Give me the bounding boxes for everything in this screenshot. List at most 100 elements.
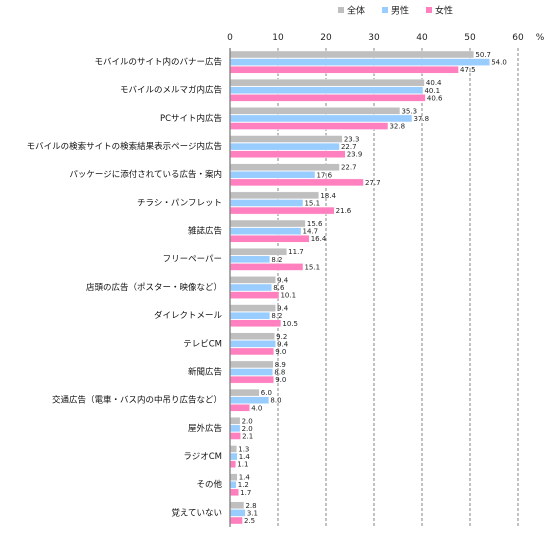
data-label: 1.4 bbox=[239, 474, 251, 482]
data-label: 22.7 bbox=[341, 164, 357, 172]
category-label: モバイルの検索サイトの検索結果表示ページ内広告 bbox=[27, 141, 222, 152]
data-label: 15.6 bbox=[307, 220, 323, 228]
bar bbox=[230, 388, 260, 397]
data-label: 23.9 bbox=[347, 151, 363, 159]
category-label: ラジオCM bbox=[183, 452, 222, 462]
data-label: 1.7 bbox=[240, 489, 251, 497]
bar bbox=[230, 481, 237, 489]
data-label: 8.6 bbox=[273, 284, 285, 292]
data-label: 1.3 bbox=[238, 445, 249, 453]
bar bbox=[230, 276, 276, 284]
bar bbox=[230, 178, 364, 187]
data-label: 8.8 bbox=[274, 369, 285, 377]
data-label: 22.7 bbox=[341, 143, 357, 151]
data-label: 9.4 bbox=[277, 276, 289, 284]
legend-label: 男性 bbox=[391, 5, 409, 17]
bar bbox=[230, 263, 304, 271]
bar bbox=[230, 219, 306, 228]
bar bbox=[230, 86, 424, 94]
bar bbox=[230, 340, 276, 348]
data-label: 2.0 bbox=[242, 417, 253, 425]
data-label: 1.1 bbox=[237, 461, 248, 469]
category-label: パッケージに添付されている広告・案内 bbox=[69, 169, 222, 180]
x-tick-label: 20 bbox=[320, 33, 332, 43]
category-label: PCサイト内広告 bbox=[160, 113, 222, 124]
bar bbox=[230, 516, 243, 525]
data-label: 40.6 bbox=[427, 94, 443, 102]
bar bbox=[230, 50, 475, 59]
data-label: 14.7 bbox=[303, 228, 319, 236]
x-tick-label: 50 bbox=[464, 33, 476, 43]
category-label: チラシ・パンフレット bbox=[137, 198, 222, 208]
data-label: 9.0 bbox=[275, 348, 286, 356]
data-label: 23.3 bbox=[344, 136, 360, 144]
bar bbox=[230, 375, 274, 384]
bar bbox=[230, 135, 343, 143]
bar bbox=[230, 248, 287, 256]
bar bbox=[230, 473, 238, 481]
unit-label: % bbox=[536, 33, 545, 43]
data-label: 15.1 bbox=[304, 199, 320, 207]
data-label: 27.7 bbox=[365, 179, 381, 187]
category-label: 店頭の広告（ポスター・映像など） bbox=[86, 282, 222, 293]
data-label: 9.4 bbox=[277, 305, 289, 313]
bar bbox=[230, 460, 236, 468]
data-label: 2.1 bbox=[242, 432, 253, 440]
bar bbox=[230, 171, 316, 179]
data-label: 40.1 bbox=[424, 87, 440, 95]
bar bbox=[230, 501, 245, 510]
bar bbox=[230, 396, 270, 404]
bar bbox=[230, 107, 401, 115]
category-label: 屋外広告 bbox=[188, 423, 222, 434]
category-label: 雑誌広告 bbox=[188, 226, 222, 237]
bar bbox=[230, 368, 273, 376]
legend-label: 全体 bbox=[347, 5, 365, 17]
category-label: その他 bbox=[196, 479, 222, 490]
category-label: ダイレクトメール bbox=[154, 310, 223, 321]
bar bbox=[230, 78, 425, 87]
bar bbox=[230, 191, 320, 200]
data-label: 21.6 bbox=[336, 207, 352, 215]
category-label: モバイルのサイト内のバナー広告 bbox=[94, 56, 222, 67]
bar bbox=[230, 432, 241, 440]
data-label: 4.0 bbox=[251, 404, 262, 412]
bar bbox=[230, 65, 459, 74]
legend-swatch bbox=[382, 7, 388, 13]
category-label: 交通広告（電車・バス内の中吊り広告など） bbox=[52, 395, 222, 406]
bar bbox=[230, 199, 304, 207]
bar bbox=[230, 163, 340, 171]
data-label: 3.1 bbox=[247, 509, 258, 517]
data-label: 2.8 bbox=[245, 502, 256, 510]
data-label: 18.4 bbox=[320, 192, 336, 200]
data-label: 15.1 bbox=[304, 263, 320, 271]
data-label: 6.0 bbox=[261, 389, 272, 397]
bar bbox=[230, 94, 426, 102]
bar bbox=[230, 452, 238, 461]
legend-swatch bbox=[338, 7, 344, 13]
bar bbox=[230, 319, 282, 327]
bar bbox=[230, 142, 340, 151]
data-label: 16.4 bbox=[311, 235, 327, 243]
bar bbox=[230, 58, 490, 66]
legend-label: 女性 bbox=[435, 5, 453, 17]
x-tick-label: 60 bbox=[512, 33, 524, 43]
category-label: 新聞広告 bbox=[188, 366, 222, 377]
category-label: フリーペーパー bbox=[163, 255, 222, 265]
x-tick-label: 0 bbox=[227, 33, 233, 43]
bar bbox=[230, 283, 272, 292]
data-label: 17.6 bbox=[316, 171, 332, 179]
bar bbox=[230, 114, 413, 123]
bars: 50.754.0 47.5 40.440.140.6 35.337.8 32.8 23.3… bbox=[230, 50, 507, 525]
data-label: 8.0 bbox=[270, 397, 281, 405]
category-label: 覚えていない bbox=[171, 507, 222, 518]
bar bbox=[230, 206, 335, 215]
category-label: テレビCM bbox=[183, 339, 222, 349]
data-label: 10.5 bbox=[282, 320, 298, 328]
data-label: 9.2 bbox=[276, 333, 287, 341]
bar bbox=[230, 424, 241, 433]
bar bbox=[230, 360, 274, 369]
data-label: 8.2 bbox=[271, 312, 282, 320]
x-tick-label: 40 bbox=[416, 33, 428, 43]
x-axis: 0 10 20 30 40 50 60% bbox=[227, 33, 545, 527]
